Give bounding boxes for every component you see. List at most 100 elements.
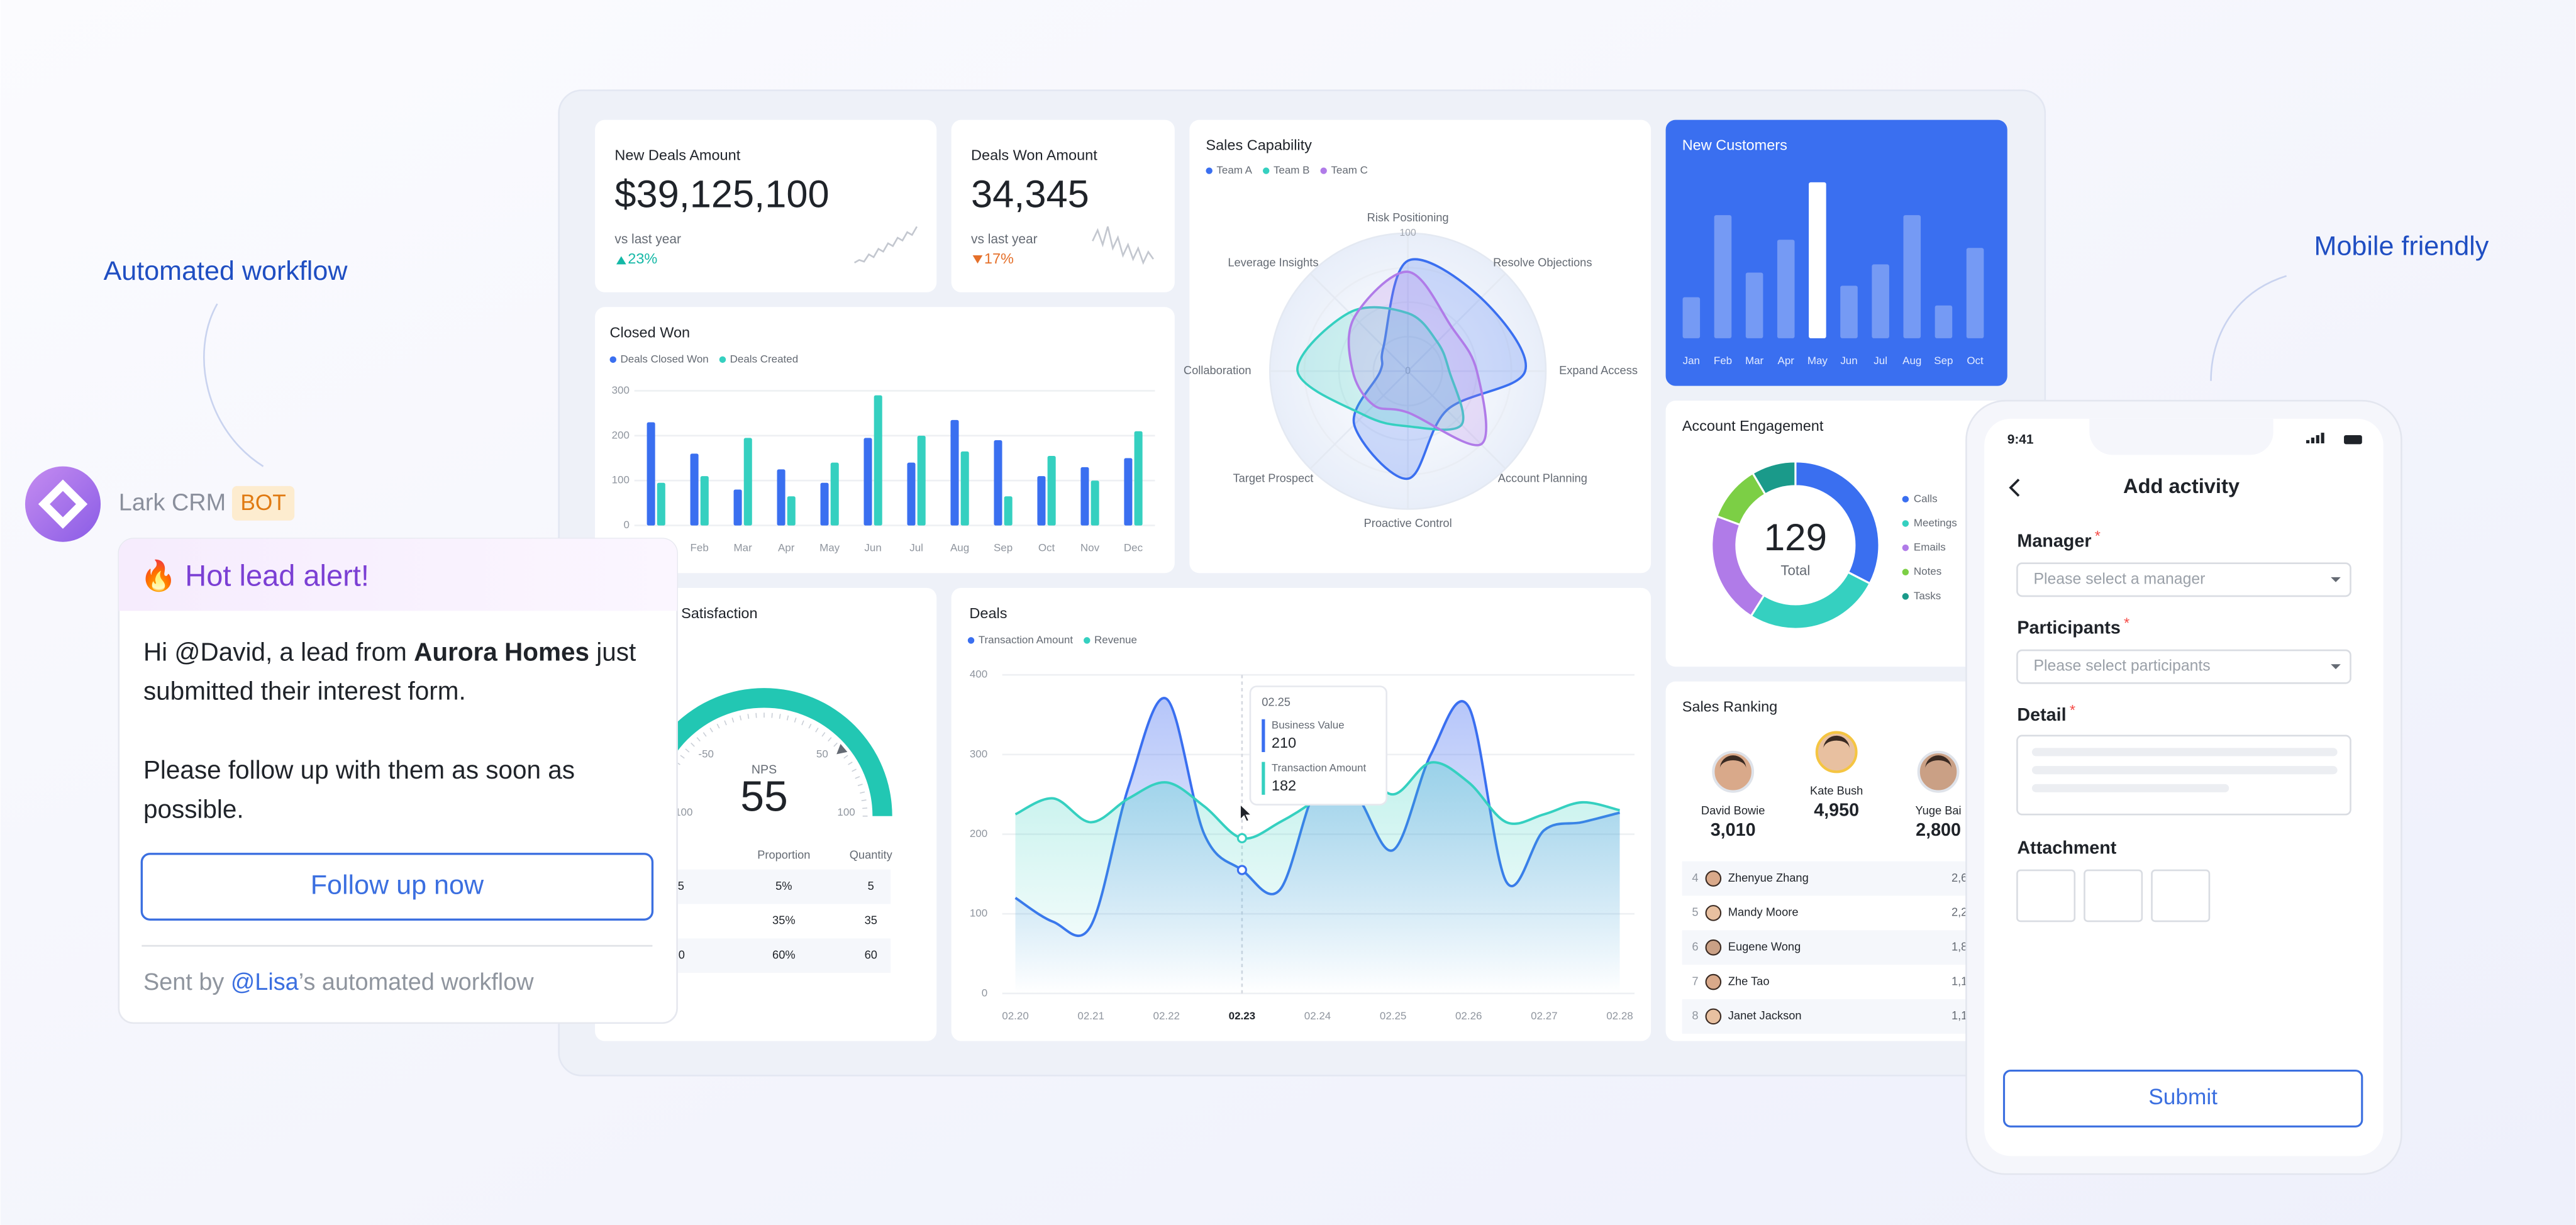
bar [733, 489, 742, 526]
back-button[interactable] [2009, 479, 2020, 497]
cursor [1240, 803, 1252, 823]
bar [1047, 455, 1056, 526]
card [1665, 119, 2007, 386]
axis-label: Account Planning [1498, 472, 1587, 485]
screen-title: Add activity [2123, 474, 2240, 497]
ranker-name: David Bowie [1701, 804, 1765, 817]
mention[interactable]: @Lisa [231, 969, 299, 995]
tooltip-value: 182 [1272, 777, 1296, 794]
submit-label[interactable]: Submit [2148, 1085, 2218, 1109]
skeleton-line [2031, 748, 2338, 757]
tooltip-label: Transaction Amount [1272, 762, 1367, 774]
axis-label: Proactive Control [1364, 516, 1452, 529]
avatar-hair [1925, 755, 1951, 769]
bar [1004, 496, 1013, 526]
ranker-value: 2,2 [1951, 906, 1967, 919]
avatar-hair [1719, 755, 1746, 769]
axis-label: Collaboration [1184, 363, 1252, 377]
card-title: Deals [969, 605, 1007, 621]
ranking-row [1682, 999, 1994, 1034]
x-tick-label: Sep [994, 542, 1013, 554]
radar-axis [1309, 273, 1409, 372]
bar [647, 422, 655, 526]
x-tick-label: Jul [1874, 355, 1887, 367]
ranking-row [1682, 861, 1994, 896]
attachment-slot[interactable] [2016, 869, 2076, 923]
x-tick-label: Feb [691, 542, 709, 554]
trend-arrow [616, 256, 626, 265]
bar [1809, 182, 1826, 338]
r-tick-label: 0 [1405, 365, 1411, 376]
bot-avatar [25, 466, 101, 542]
x-tick-label: Apr [1778, 355, 1795, 367]
sparkline [1092, 226, 1154, 265]
select-input[interactable] [2016, 649, 2351, 684]
kpi-compare: vs last year [971, 232, 1038, 247]
y-tick-label: 300 [612, 384, 630, 396]
donut-total: 129 [1764, 516, 1827, 558]
x-tick-label: May [1807, 355, 1828, 367]
submit-button[interactable] [2002, 1069, 2363, 1128]
donut-segment [1751, 460, 1797, 496]
legend-swatch [967, 637, 975, 644]
ranker-name: Janet Jackson [1728, 1009, 1802, 1022]
x-tick-label: Jun [864, 542, 881, 554]
legend-label: Meetings [1914, 517, 1957, 529]
avatar [1705, 870, 1722, 887]
x-tick-label: Jan [1683, 355, 1700, 367]
x-tick-label: 02.26 [1455, 1010, 1482, 1022]
bot-name: Lark CRM [119, 490, 226, 516]
y-tick-label: 0 [623, 519, 629, 531]
x-tick-label: 02.24 [1304, 1010, 1331, 1022]
bar [960, 451, 969, 526]
ranker-value: 4,950 [1814, 801, 1859, 821]
attachment-slot[interactable] [2151, 869, 2211, 923]
select-input[interactable] [2016, 562, 2351, 597]
legend-label: Deals Closed Won [621, 353, 709, 365]
legend-swatch [1902, 593, 1909, 600]
gauge-tick [857, 784, 863, 787]
bar [917, 435, 926, 526]
gauge-tick-label: -50 [698, 748, 714, 760]
radar-axis [1309, 370, 1409, 470]
axis-label: Leverage Insights [1228, 255, 1318, 269]
legend-label: Calls [1914, 492, 1938, 504]
ranker-name: Zhe Tao [1728, 974, 1770, 987]
message-line: Hi @David, a lead from Aurora Homes just [143, 637, 636, 666]
bar [1840, 285, 1858, 338]
table-cell: 5% [775, 879, 792, 892]
gauge-tick [685, 748, 690, 753]
follow-up-button[interactable] [140, 853, 654, 921]
attachment-slot[interactable] [2084, 869, 2143, 923]
table-header: Proportion [757, 848, 810, 861]
gauge-tick [731, 718, 735, 723]
ranker-value: 3,010 [1711, 820, 1756, 840]
radar-axis [1407, 370, 1506, 470]
y-tick-label: 400 [970, 668, 987, 680]
tooltip-label: Business Value [1272, 719, 1345, 731]
gauge-arc [636, 688, 892, 816]
field-label: Attachment [2017, 838, 2116, 858]
bar [830, 462, 839, 526]
gauge-tick [808, 723, 812, 729]
ranker-name: Kate Bush [1810, 784, 1863, 797]
radar-area [1352, 258, 1527, 480]
gauge-tick [848, 762, 853, 765]
badge-text: BOT [240, 491, 286, 515]
legend-swatch [1206, 167, 1213, 174]
bar [1080, 467, 1089, 526]
bar [657, 482, 665, 526]
bar [1777, 240, 1795, 338]
legend-swatch [1262, 167, 1270, 174]
hover-point [1236, 833, 1247, 843]
bar [1966, 248, 1984, 338]
x-tick-label: May [819, 542, 840, 554]
axis-label: Target Prospect [1233, 472, 1313, 485]
table-cell: 35 [865, 914, 877, 927]
gauge-tick [862, 807, 868, 809]
button-label[interactable]: Follow up now [311, 870, 484, 900]
legend-swatch [609, 356, 616, 363]
tooltip-value: 210 [1272, 734, 1296, 751]
detail-input[interactable] [2016, 734, 2351, 816]
